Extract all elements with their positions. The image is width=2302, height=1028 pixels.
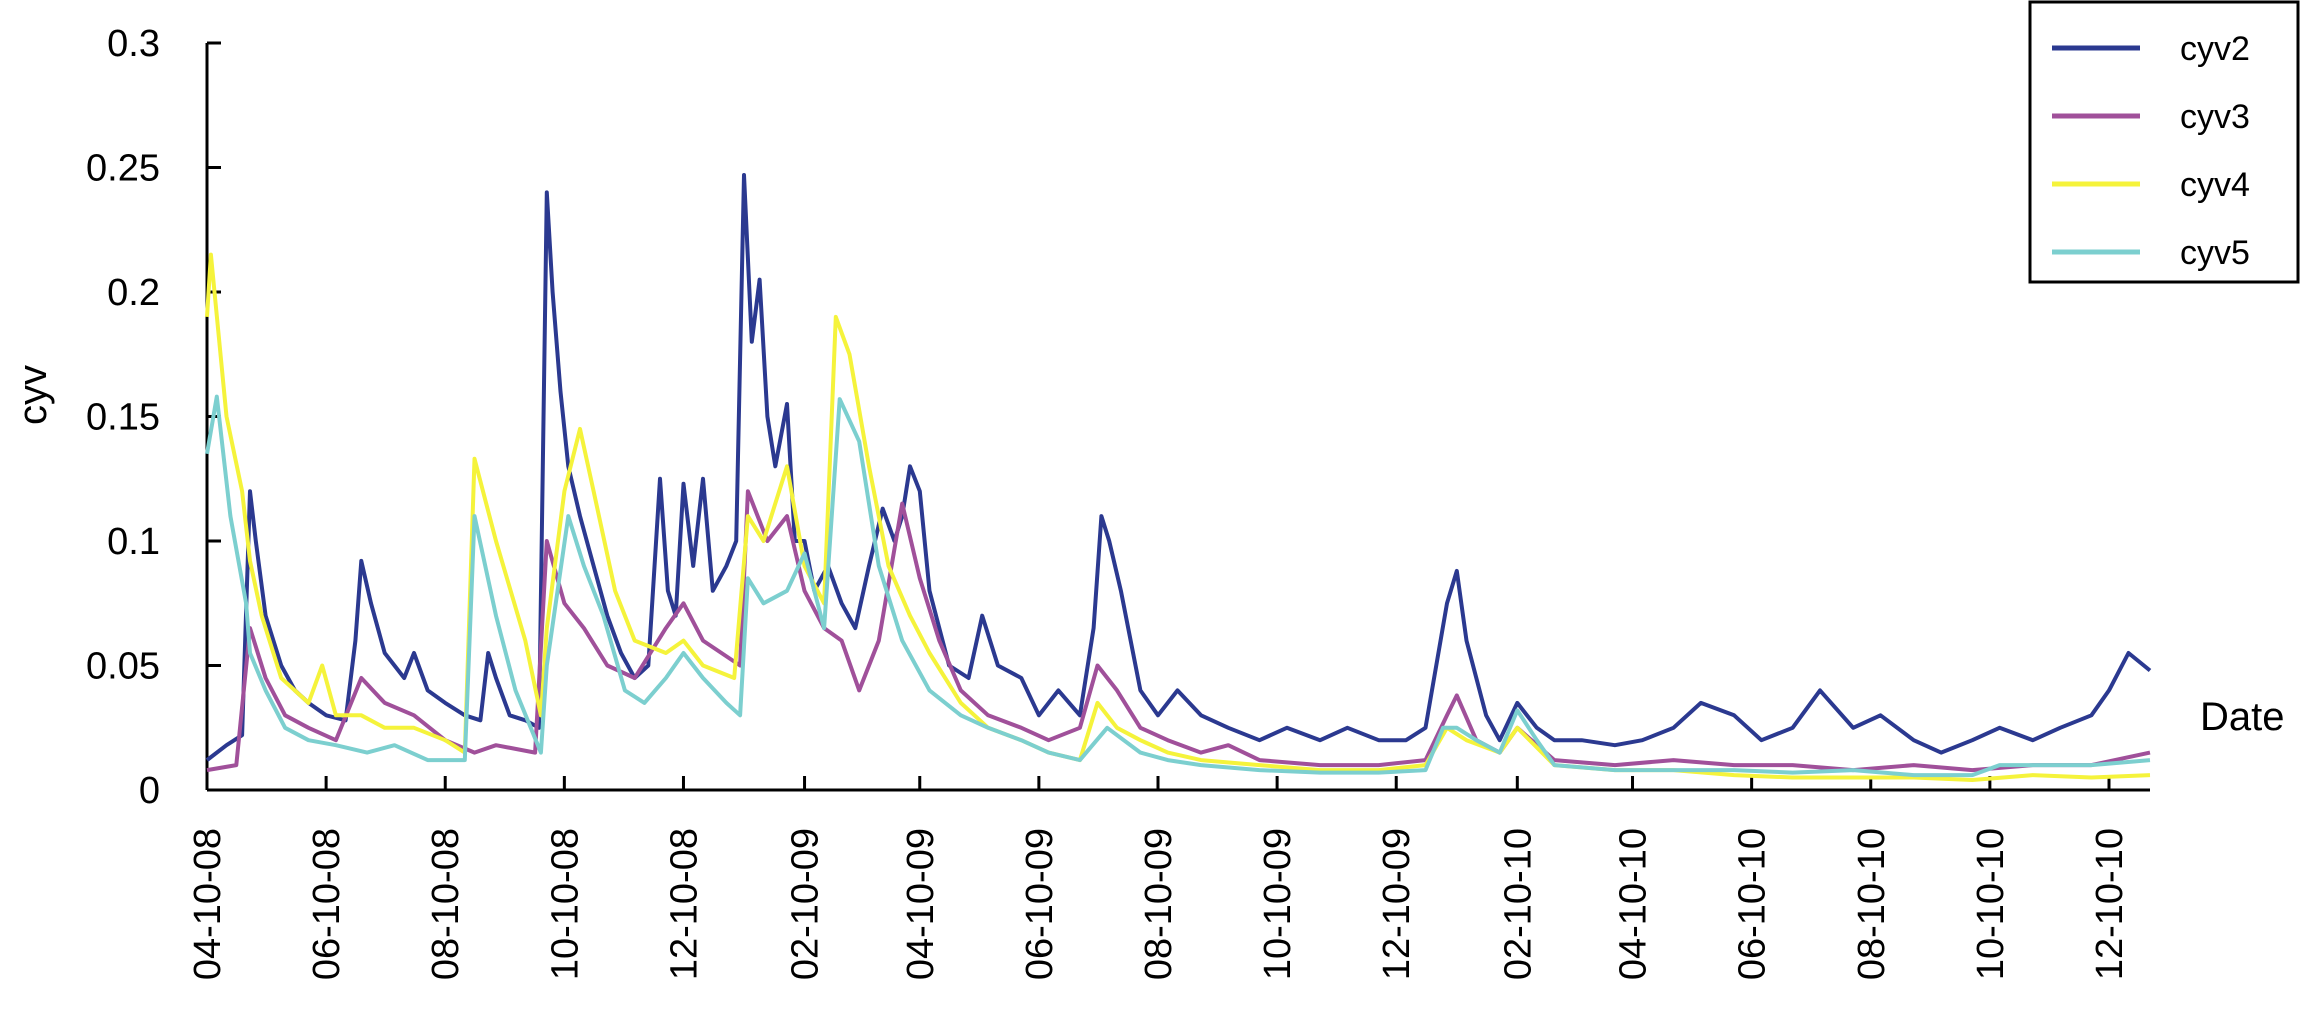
y-tick-label: 0.25: [86, 148, 160, 190]
y-tick-label: 0.1: [107, 521, 160, 563]
y-tick-label: 0.15: [86, 397, 160, 439]
legend-label-cyv5: cyv5: [2180, 234, 2250, 272]
legend-label-cyv3: cyv3: [2180, 98, 2250, 136]
x-tick-label: 04-10-10: [1613, 828, 1655, 980]
x-tick-label: 08-10-10: [1851, 828, 1893, 980]
axes: 0 0.05 0.1 0.15 0.2 0.25 0.3 04-10-08 06-10-08 08…: [86, 23, 2150, 980]
series-line-cyv4: [205, 252, 2151, 782]
legend-label-cyv2: cyv2: [2180, 30, 2250, 68]
x-tick-label: 08-10-09: [1138, 828, 1180, 980]
series-line-cyv5: [205, 394, 2151, 778]
y-tick-label: 0.05: [86, 646, 160, 688]
y-axis-title: cyv: [11, 365, 55, 425]
x-tick-label: 08-10-08: [425, 828, 467, 980]
legend: cyv2 cyv3 cyv4 cyv5: [2028, 0, 2300, 284]
x-tick-label: 02-10-10: [1497, 828, 1539, 980]
series-line-cyv2: [205, 173, 2152, 762]
x-tick-label: 10-10-08: [544, 828, 586, 980]
x-tick-label: 10-10-10: [1970, 828, 2012, 980]
y-tick-label: 0.3: [107, 23, 160, 65]
y-tick-label: 0: [139, 770, 160, 812]
x-tick-label: 12-10-09: [1376, 828, 1418, 980]
x-tick-label: 12-10-08: [663, 828, 705, 980]
series-layer: [205, 173, 2152, 782]
x-tick-label: 02-10-09: [785, 828, 827, 980]
legend-label-cyv4: cyv4: [2180, 166, 2250, 204]
x-tick-label: 12-10-10: [2089, 828, 2131, 980]
x-tick-label: 04-10-09: [900, 828, 942, 980]
x-tick-label: 04-10-08: [187, 828, 229, 980]
x-tick-label: 06-10-08: [306, 828, 348, 980]
x-tick-label: 06-10-10: [1732, 828, 1774, 980]
y-tick-label: 0.2: [107, 272, 160, 314]
x-axis-title: Date: [2200, 695, 2285, 739]
legend-box: [2028, 0, 2300, 284]
x-tick-label: 10-10-09: [1257, 828, 1299, 980]
x-tick-label: 06-10-09: [1019, 828, 1061, 980]
